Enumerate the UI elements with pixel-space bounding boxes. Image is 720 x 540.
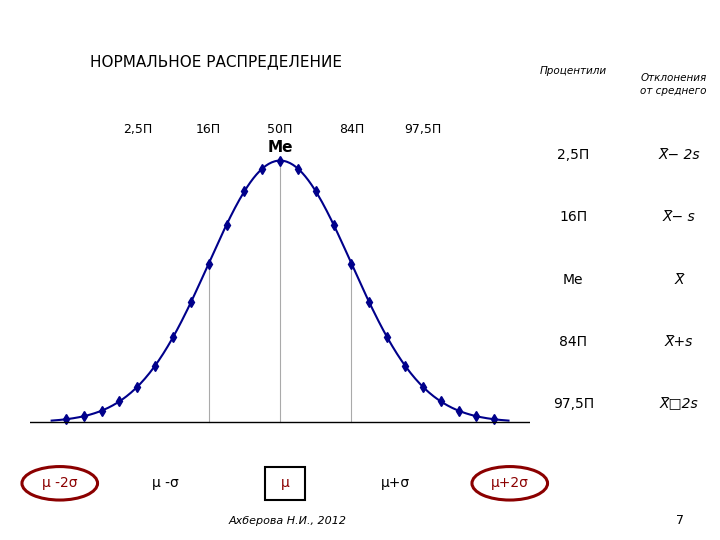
- Text: X̅− 2s: X̅− 2s: [658, 148, 700, 162]
- Text: X̅□2s: X̅□2s: [660, 397, 698, 411]
- Text: Отклонения
от среднего: Отклонения от среднего: [641, 73, 707, 96]
- Text: X̅: X̅: [675, 273, 684, 287]
- Text: 50П: 50П: [267, 123, 293, 136]
- Text: μ+σ: μ+σ: [381, 476, 410, 490]
- Text: Процентили: Процентили: [539, 66, 607, 76]
- Text: 2,5П: 2,5П: [122, 123, 152, 136]
- Text: μ -σ: μ -σ: [151, 476, 179, 490]
- Text: 16П: 16П: [196, 123, 221, 136]
- Text: Ахберова Н.И., 2012: Ахберова Н.И., 2012: [229, 516, 347, 526]
- Text: 97,5П: 97,5П: [553, 397, 594, 411]
- Text: Ме: Ме: [267, 140, 293, 156]
- Text: Ме: Ме: [563, 273, 583, 287]
- Text: 84П: 84П: [559, 335, 588, 349]
- Text: μ+2σ: μ+2σ: [491, 476, 528, 490]
- Text: 16П: 16П: [559, 210, 588, 224]
- Text: 84П: 84П: [339, 123, 364, 136]
- Text: X̅− s: X̅− s: [662, 210, 696, 224]
- Text: 97,5П: 97,5П: [404, 123, 441, 136]
- Text: НОРМАЛЬНОЕ РАСПРЕДЕЛЕНИЕ: НОРМАЛЬНОЕ РАСПРЕДЕЛЕНИЕ: [90, 54, 342, 69]
- Text: μ: μ: [281, 476, 289, 490]
- Text: 2,5П: 2,5П: [557, 148, 589, 162]
- Text: X̅+s: X̅+s: [665, 335, 693, 349]
- Text: 7: 7: [676, 514, 684, 526]
- Text: μ -2σ: μ -2σ: [42, 476, 78, 490]
